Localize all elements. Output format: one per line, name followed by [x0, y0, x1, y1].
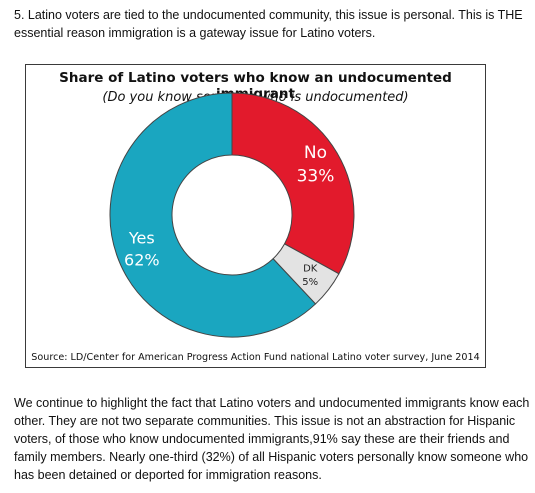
chart-source: Source: LD/Center for American Progress … — [31, 352, 480, 363]
slice-yes — [109, 92, 317, 338]
chart-frame: Share of Latino voters who know an undoc… — [25, 64, 486, 368]
slice-label-dk: DK — [303, 263, 318, 274]
slice-label-yes: Yes — [128, 229, 155, 248]
slice-no — [231, 92, 355, 275]
donut-chart: No 33% DK 5% Yes 62% — [109, 92, 355, 338]
slice-value-no: 33% — [297, 167, 335, 187]
slice-label-no: No — [304, 143, 327, 163]
slice-value-yes: 62% — [124, 251, 160, 270]
intro-paragraph: 5. Latino voters are tied to the undocum… — [14, 8, 523, 40]
chart-title: Share of Latino voters who know an undoc… — [59, 70, 452, 102]
slice-value-dk: 5% — [302, 277, 318, 288]
outro-paragraph: We continue to highlight the fact that L… — [14, 396, 530, 482]
